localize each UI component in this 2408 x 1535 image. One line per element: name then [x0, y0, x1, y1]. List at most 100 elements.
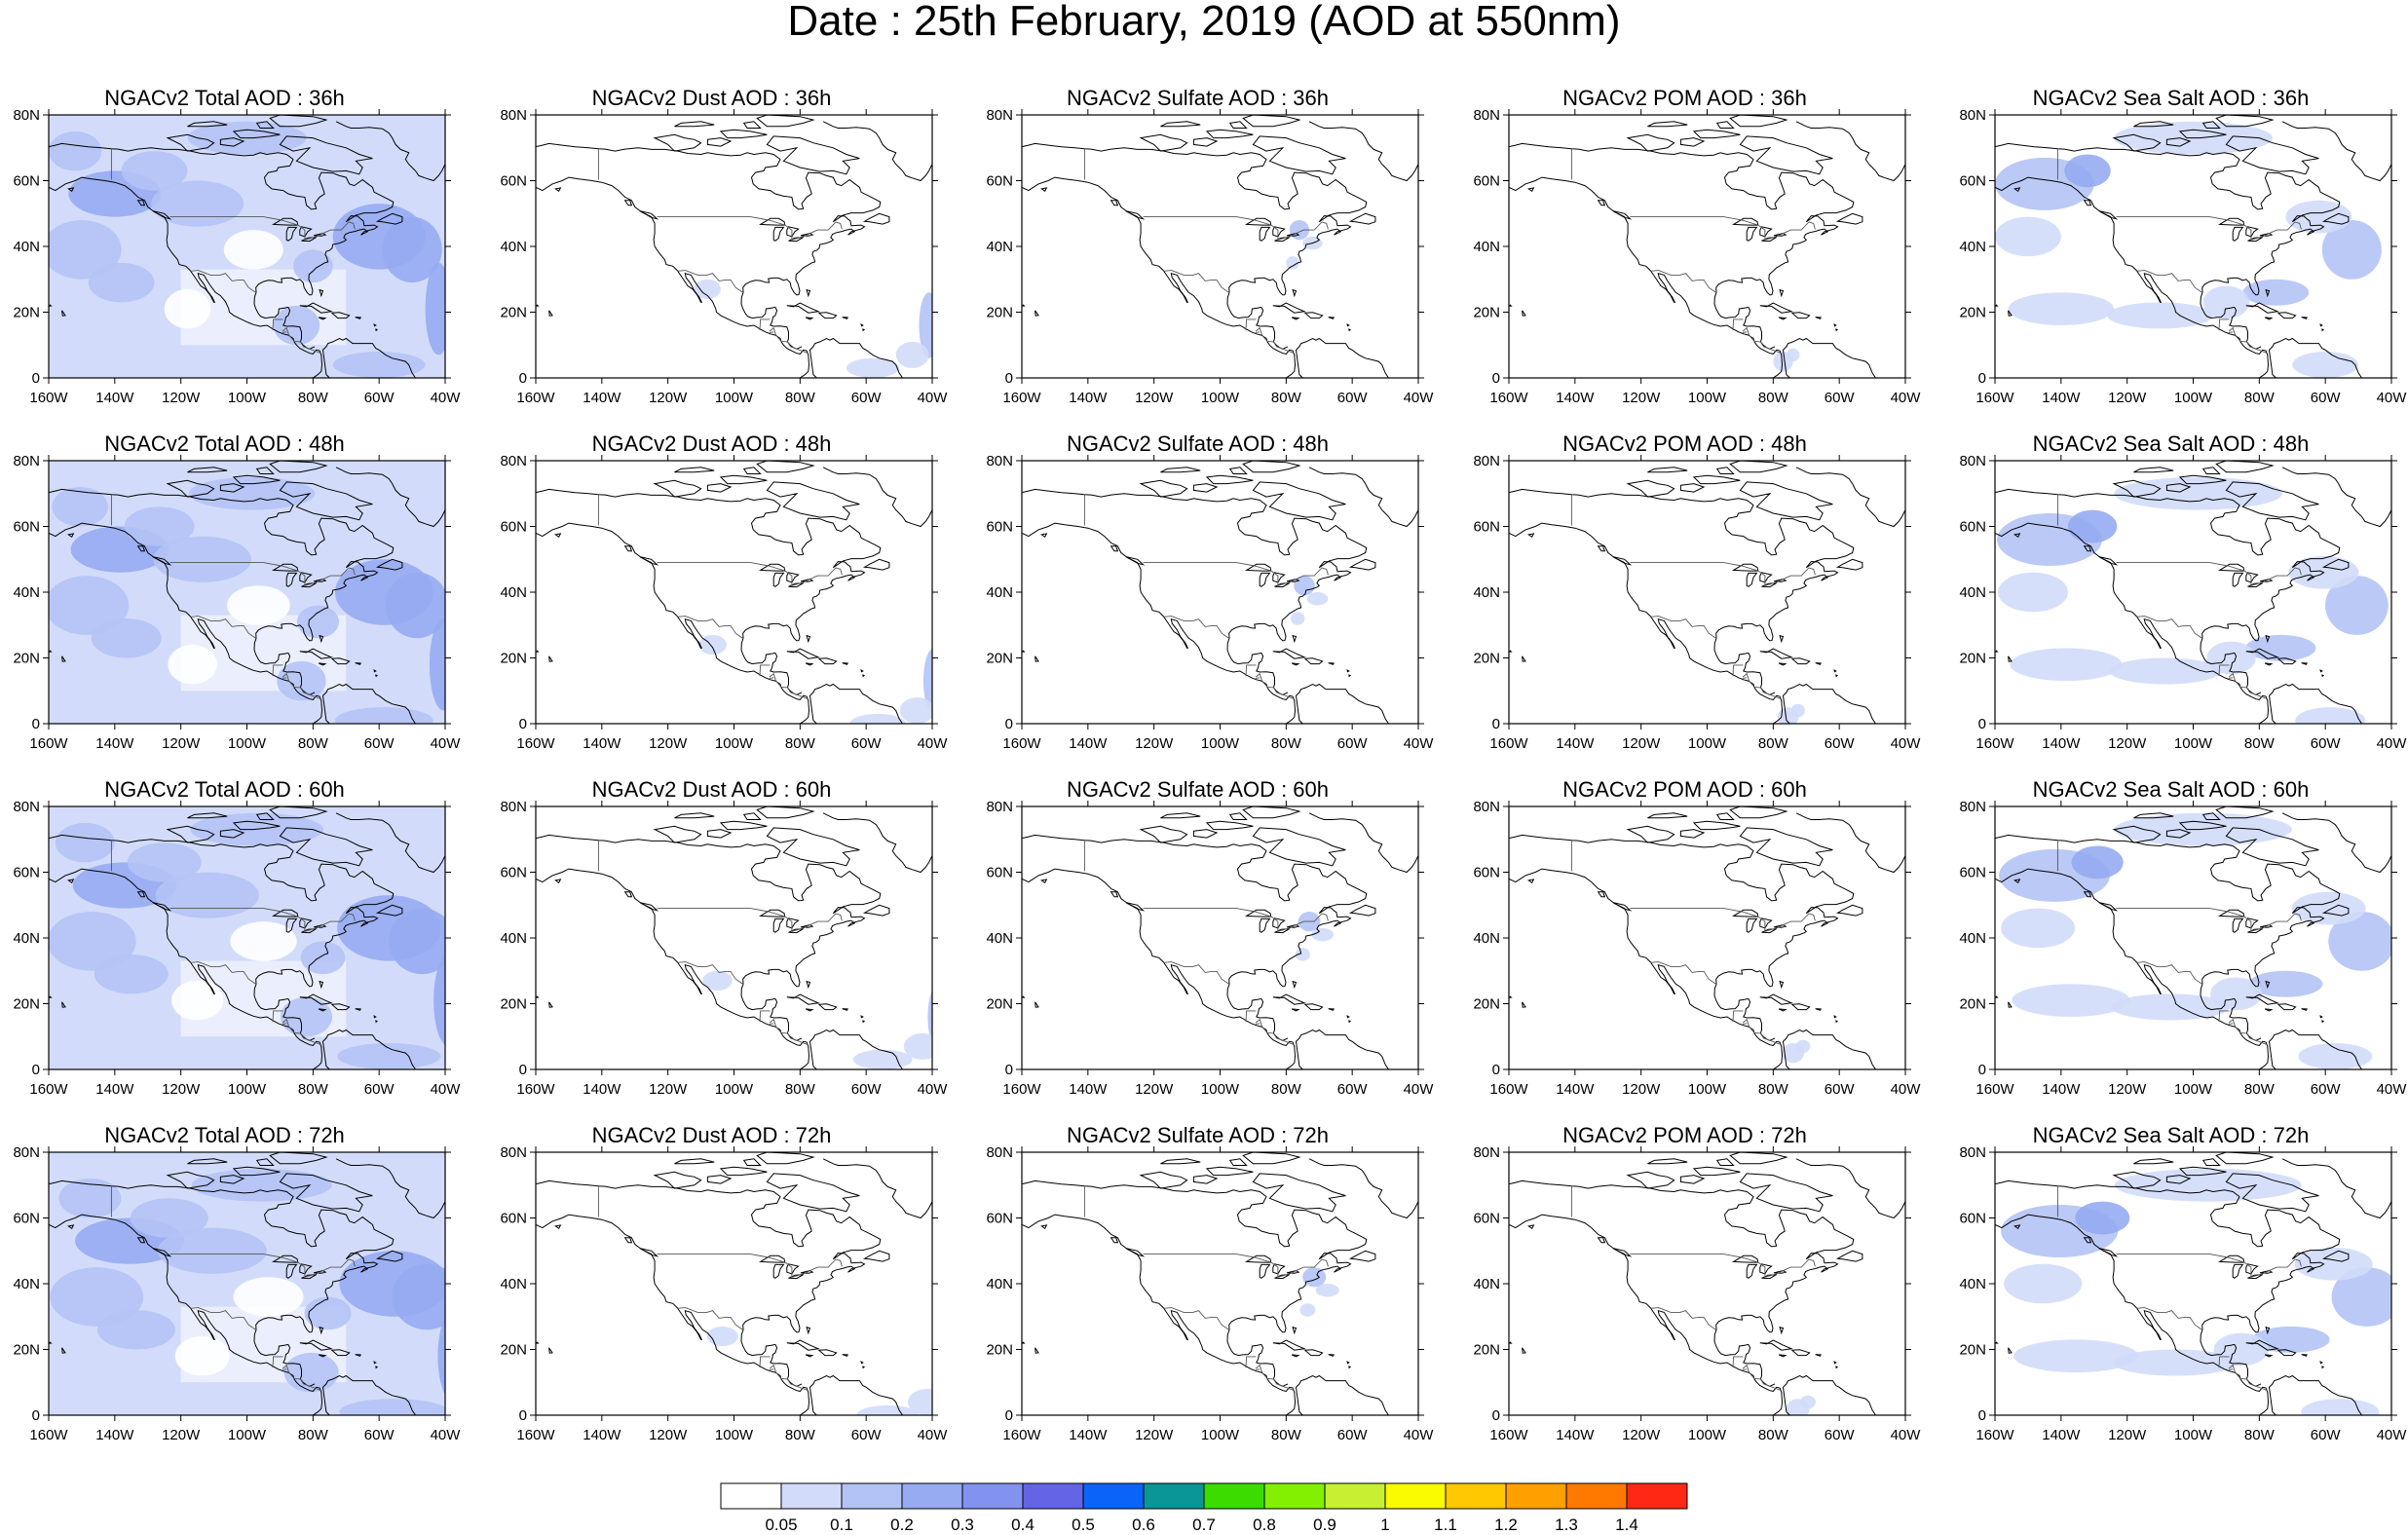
lon-tick-label: 60W — [1337, 1427, 1369, 1443]
coastline — [770, 307, 803, 350]
island-outline — [1626, 479, 1675, 498]
coastline — [770, 653, 803, 695]
panel-title: NGACv2 Sea Salt AOD : 36h — [2032, 86, 2310, 110]
aod-contour — [88, 262, 155, 303]
aod-contour — [1786, 348, 1800, 362]
island-outline — [1522, 1001, 1526, 1008]
island-outline — [1597, 1237, 1606, 1244]
lat-tick-label: 0 — [519, 370, 527, 387]
border-line — [190, 961, 257, 985]
border-line — [1650, 616, 1717, 639]
island-outline — [2264, 1008, 2274, 1012]
coastline — [1256, 998, 1289, 1041]
island-outline — [1346, 669, 1350, 673]
lat-tick-label: 60N — [1473, 173, 1500, 190]
coastline — [2281, 121, 2391, 182]
island-outline — [375, 1250, 403, 1262]
border-line — [1742, 672, 1782, 700]
island-outline — [255, 467, 275, 474]
lon-tick-label: 120W — [1622, 1427, 1661, 1443]
panel-title: NGACv2 POM AOD : 72h — [1562, 1123, 1807, 1147]
border-line — [282, 1368, 287, 1370]
lon-tick-label: 160W — [1002, 735, 1041, 752]
lon-tick-label: 140W — [1556, 1427, 1595, 1443]
lon-tick-label: 60W — [1825, 1427, 1856, 1443]
island-outline — [375, 328, 379, 332]
island-outline — [1022, 995, 1026, 998]
border-line — [2228, 672, 2268, 700]
lat-tick-label: 40N — [500, 584, 527, 601]
island-outline — [255, 812, 275, 820]
lon-tick-label: 60W — [1825, 1081, 1856, 1098]
island-outline — [2083, 891, 2092, 898]
lat-tick-label: 20N — [986, 1342, 1013, 1359]
island-outline — [1647, 1158, 1688, 1165]
coastline — [49, 1214, 417, 1415]
island-outline — [2225, 1173, 2319, 1213]
island-outline — [1291, 662, 1300, 666]
coastline — [822, 812, 932, 874]
island-outline — [319, 980, 324, 990]
island-outline — [1509, 650, 1513, 653]
border-line — [1732, 1356, 1744, 1368]
lat-tick-label: 60N — [1959, 519, 1986, 536]
lake-outline — [2247, 237, 2263, 243]
colorbar-swatch — [1143, 1482, 1205, 1510]
island-outline — [49, 650, 53, 653]
aod-contour — [2248, 970, 2323, 997]
lake-outline — [301, 582, 317, 588]
island-outline — [355, 317, 361, 319]
island-outline — [1739, 1173, 1833, 1213]
island-outline — [67, 1224, 75, 1230]
island-outline — [1715, 812, 1735, 820]
coastlines — [536, 461, 932, 724]
coastline — [536, 488, 882, 665]
island-outline — [2225, 827, 2319, 867]
lon-tick-label: 120W — [1135, 1427, 1174, 1443]
lon-tick-label: 140W — [95, 390, 134, 406]
lat-tick-label: 80N — [1473, 107, 1500, 124]
island-outline — [623, 891, 633, 898]
island-outline — [1729, 461, 1788, 473]
map-panel-sulfate-aod-0: NGACv2 Sulfate AOD : 36h 80N 60N 40N 20N 0 160… — [973, 86, 1458, 431]
colorbar-label: 1.1 — [1434, 1516, 1457, 1534]
island-outline — [719, 820, 768, 831]
island-outline — [1228, 812, 1248, 820]
map-svg: 80N 60N 40N 20N 0 160W 140W 120W 100W 80W 60W 40W — [986, 1144, 1434, 1443]
island-outline — [742, 1158, 762, 1166]
island-outline — [2319, 1361, 2323, 1365]
island-outline — [373, 1015, 377, 1019]
lake-outline — [1746, 226, 1758, 242]
aod-contour — [273, 305, 320, 346]
aod-contour — [927, 990, 932, 1044]
island-outline — [1139, 479, 1188, 498]
island-outline — [2201, 467, 2221, 474]
lon-tick-label: 80W — [785, 1427, 816, 1443]
lon-tick-label: 100W — [1201, 390, 1240, 406]
political-borders — [1083, 1185, 1329, 1392]
aod-contour — [124, 506, 195, 546]
island-outline — [2225, 135, 2319, 175]
lat-tick-label: 80N — [1959, 453, 1986, 469]
lat-tick-label: 60N — [1473, 519, 1500, 536]
aod-contour — [2110, 993, 2230, 1021]
lake-outline — [271, 1254, 299, 1263]
lon-tick-label: 40W — [918, 1081, 949, 1098]
lat-tick-label: 80N — [986, 1144, 1013, 1161]
map-svg: 80N 60N 40N 20N 0 160W 140W 120W 100W 80W 60W 40W — [1473, 799, 1921, 1098]
map-svg: 80N 60N 40N 20N 0 160W 140W 120W 100W 80W 60W 40W — [1473, 1144, 1921, 1443]
lon-tick-label: 120W — [2108, 1427, 2147, 1443]
border-line — [282, 1023, 287, 1025]
island-outline — [1346, 323, 1350, 327]
island-outline — [548, 1001, 553, 1008]
lon-tick-label: 120W — [1622, 390, 1661, 406]
field-background — [1022, 1152, 1418, 1415]
lon-tick-label: 120W — [1135, 390, 1174, 406]
coastlines — [1509, 115, 1905, 378]
coastline — [1743, 307, 1776, 350]
border-line — [769, 677, 774, 679]
island-outline — [766, 481, 860, 521]
lon-tick-label: 80W — [2244, 1427, 2276, 1443]
island-outline — [166, 1171, 215, 1189]
lon-tick-label: 160W — [1975, 390, 2014, 406]
